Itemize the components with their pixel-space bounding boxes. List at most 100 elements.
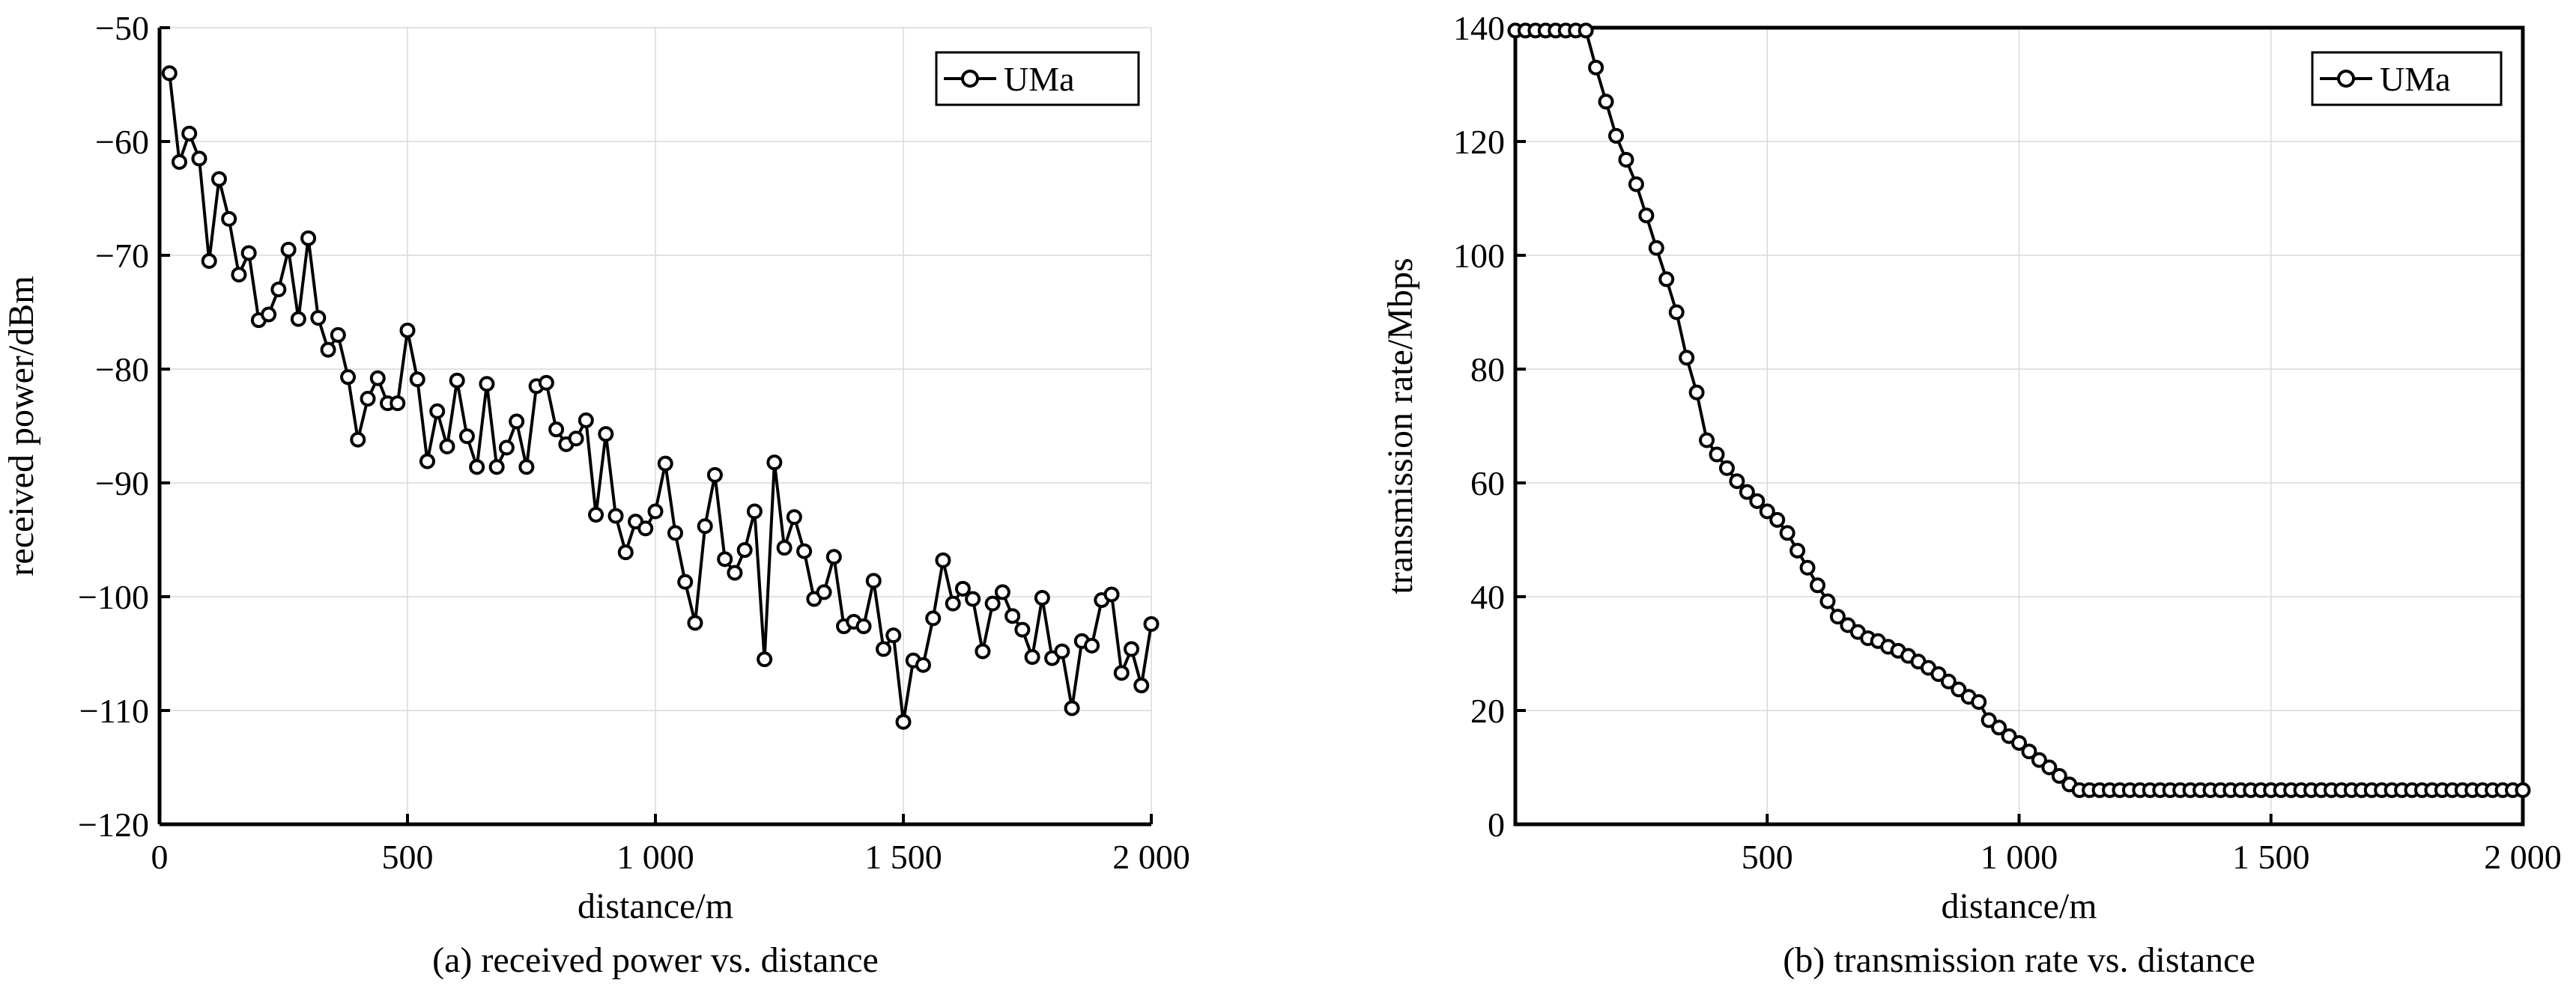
data-point [538,374,554,391]
data-point [290,311,306,327]
grid [160,28,1151,824]
data-point [479,376,495,392]
data-point [1668,304,1685,320]
data-point [1638,207,1655,224]
data-point [1991,719,2007,736]
y-tick-label: −120 [78,806,149,844]
data-point [994,584,1010,600]
data-point [1810,577,1825,594]
legend-label: UMa [2380,60,2451,98]
x-tick-label: 1 500 [2232,838,2310,876]
data-point [1014,621,1031,638]
data-point [1749,493,1766,509]
x-tick-label: 0 [151,838,169,876]
data-point [965,591,981,607]
data-point [607,508,624,524]
data-point [439,438,455,454]
received-power-chart: 0 500 1 000 1 500 2 000 −120 −110 −100 −90 −80 −70… [1,9,1190,980]
data-point [1769,511,1786,528]
y-tick-label: −70 [95,237,149,275]
data-point [280,241,297,258]
legend-marker [961,70,979,88]
y-tick-label: 60 [1470,464,1505,502]
x-tick-label: 1 000 [616,838,694,876]
data-point [1679,350,1695,366]
data-point [458,428,475,445]
data-point [181,125,198,142]
data-point [1084,637,1100,654]
data-point [975,643,991,660]
data-point [945,595,961,612]
data-point [518,459,535,475]
data-point [210,171,227,187]
data-point [320,341,336,358]
data-point [1739,484,1755,500]
legend-label: UMa [1004,60,1075,98]
data-point [1143,615,1160,632]
data-point [2041,759,2058,776]
data-point [1648,240,1664,256]
data-point [757,651,773,668]
data-point [231,267,247,283]
data-point [2051,767,2067,784]
data-point [1054,643,1070,660]
data-point [1103,586,1120,603]
data-point [1951,681,1967,698]
data-point [1759,503,1775,520]
data-point [667,525,683,541]
data-point [240,245,257,261]
data-point [201,253,217,270]
data-point [885,627,902,644]
y-axis-label: transmission rate/Mbps [1381,258,1420,594]
data-point [637,520,654,537]
data-point [1113,665,1130,681]
data-point [1618,151,1634,168]
grid [1515,28,2523,824]
data-point [2031,752,2047,768]
data-point [727,565,743,581]
data-point [796,543,813,559]
data-point [1829,609,1846,625]
data-point [776,540,793,556]
series-UMa [1507,22,2531,798]
data-point [360,391,376,407]
data-point [816,584,832,600]
x-tick-label: 2 000 [1112,838,1190,876]
series-line [168,73,1153,722]
data-point [1658,271,1675,287]
data-point [954,580,971,597]
data-point [1930,666,1947,682]
data-point [191,150,207,167]
data-point [657,455,673,472]
y-tick-label: 0 [1488,806,1505,844]
x-tick-label: 500 [1742,838,1793,876]
data-point [369,370,386,386]
data-point [1799,559,1816,576]
data-point [2011,734,2027,751]
y-axis-label: received power/dBm [1,276,41,576]
data-point [1981,712,1997,728]
y-tick-label: −60 [95,123,149,161]
data-point [925,610,942,627]
data-point [706,466,723,483]
y-tick-label: 80 [1470,350,1505,389]
data-point [548,422,565,438]
data-point [984,595,1001,612]
data-point [509,413,525,430]
data-point [161,65,178,82]
data-point [697,518,713,535]
data-point [498,439,515,456]
data-point [568,430,584,447]
transmission-rate-chart: 500 1 000 1 500 2 000 0 20 40 60 80 100 120 140 dist… [1381,9,2562,980]
legend: UMa [935,51,1140,106]
data-point [617,544,634,561]
data-point [1789,542,1806,559]
data-point [746,503,763,520]
data-point [865,573,882,589]
x-axis-label: distance/m [1942,886,2097,926]
data-point [1124,641,1140,657]
data-point [1598,94,1614,110]
data-point [1628,176,1644,192]
data-point [766,454,783,471]
